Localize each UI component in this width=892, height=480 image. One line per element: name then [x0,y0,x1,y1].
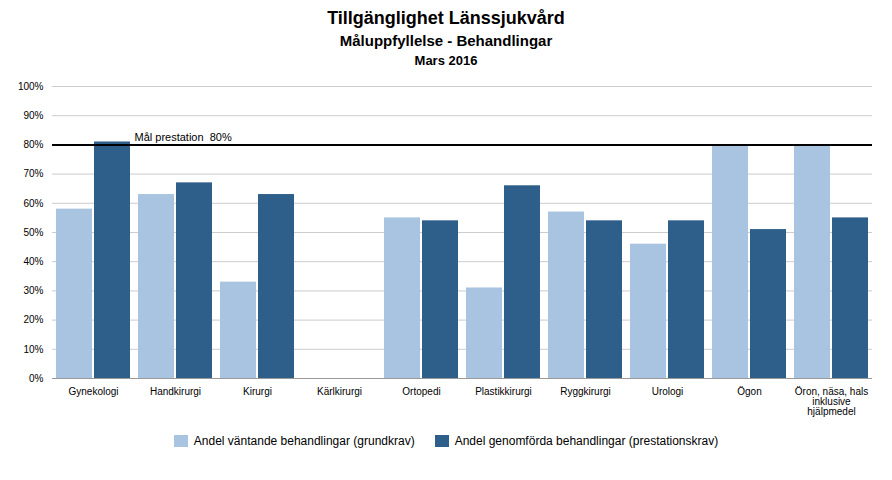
html-text:Mars 2016: Mars 2016 [414,53,478,68]
svg-text:Ortopedi: Ortopedi [402,386,440,397]
html-text:Måluppfyllelse - Behandlingar: Måluppfyllelse - Behandlingar [339,32,553,49]
html-text:Andel väntande behandlingar (g: Andel väntande behandlingar (grundkrav) [193,434,415,448]
svg-text:10%: 10% [23,344,43,355]
svg-text:90%: 90% [23,110,43,121]
html-text:Tillgänglighet Länssjukvård: Tillgänglighet Länssjukvård [327,8,565,28]
svg-text:Ögon: Ögon [737,386,761,397]
svg-text:30%: 30% [23,285,43,296]
svg-text:Plastikkirurgi: Plastikkirurgi [475,386,532,397]
svg-text:60%: 60% [23,198,43,209]
svg-text:100%: 100% [18,81,44,92]
svg-text:Mål prestation 80%: Mål prestation 80% [135,131,232,143]
svg-text:Kirurgi: Kirurgi [243,386,272,397]
svg-text:50%: 50% [23,227,43,238]
html-text:Andel genomförda behandlingar: Andel genomförda behandlingar (prestatio… [454,434,719,448]
svg-text:Ryggkirurgi: Ryggkirurgi [560,386,611,397]
svg-text:70%: 70% [23,168,43,179]
svg-text:Gynekologi: Gynekologi [68,386,118,397]
svg-text:Kärlkirurgi: Kärlkirurgi [317,386,362,397]
svg-text:40%: 40% [23,256,43,267]
svg-text:20%: 20% [23,314,43,325]
svg-text:0%: 0% [29,373,44,384]
svg-text:Urologi: Urologi [652,386,684,397]
svg-text:Handkirurgi: Handkirurgi [150,386,201,397]
svg-text:80%: 80% [23,139,43,150]
svg-text:Öron, näsa, halsinklusivehjälp: Öron, näsa, halsinklusivehjälpmedel [795,386,868,417]
